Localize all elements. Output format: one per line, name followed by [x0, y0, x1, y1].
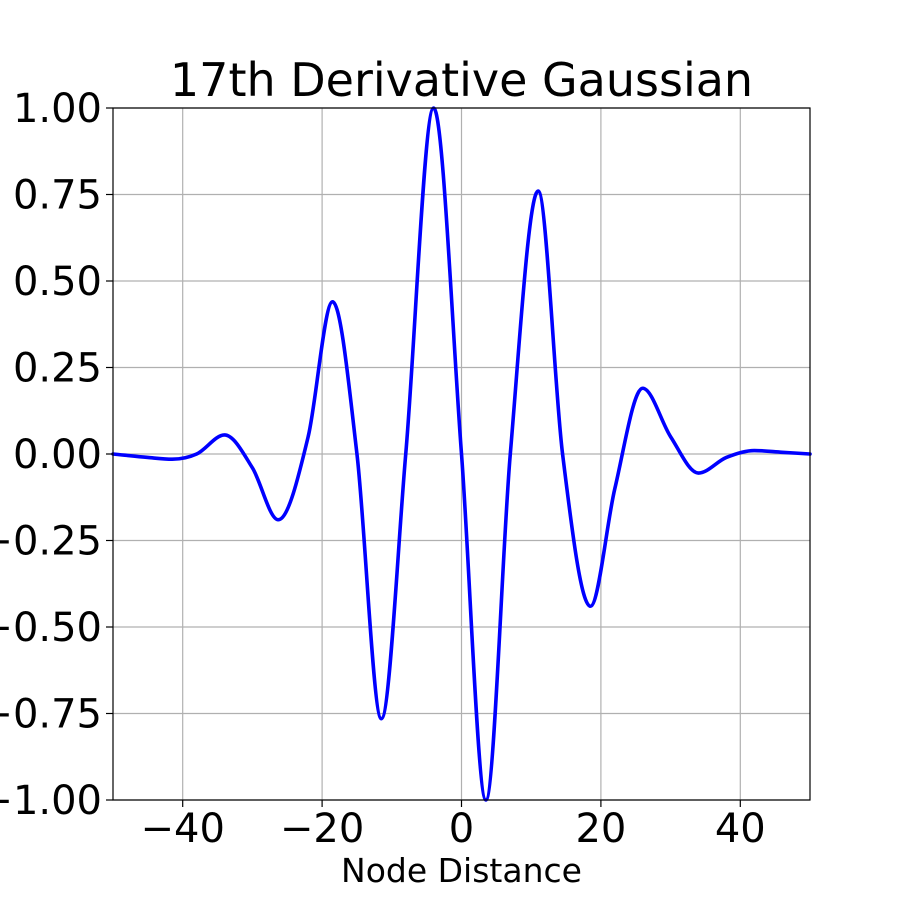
series-layer	[111, 106, 812, 802]
x-tick-label: 40	[715, 806, 766, 852]
x-tick-label: 20	[575, 806, 626, 852]
y-tick-label: 1.00	[13, 86, 102, 132]
y-tick-label: −1.00	[0, 778, 102, 824]
ticks	[106, 107, 741, 807]
series-line	[111, 106, 812, 802]
tick-labels: −40 −20 0 20 40 −1.00 −0.75 −0.50 −0.25 0.00 0.25 0…	[0, 86, 766, 852]
y-tick-label: 0.75	[13, 173, 102, 219]
y-tick-label: −0.25	[0, 519, 102, 565]
x-tick-label: 0	[449, 806, 474, 852]
x-tick-label: −40	[140, 806, 224, 852]
chart-title: 17th Derivative Gaussian	[170, 53, 753, 107]
y-tick-label: 0.25	[13, 346, 102, 392]
y-tick-label: 0.00	[13, 432, 102, 478]
x-axis-label: Node Distance	[341, 851, 582, 890]
y-tick-label: −0.75	[0, 692, 102, 738]
x-tick-label: −20	[280, 806, 364, 852]
y-tick-label: −0.50	[0, 605, 102, 651]
y-tick-label: 0.50	[13, 259, 102, 305]
